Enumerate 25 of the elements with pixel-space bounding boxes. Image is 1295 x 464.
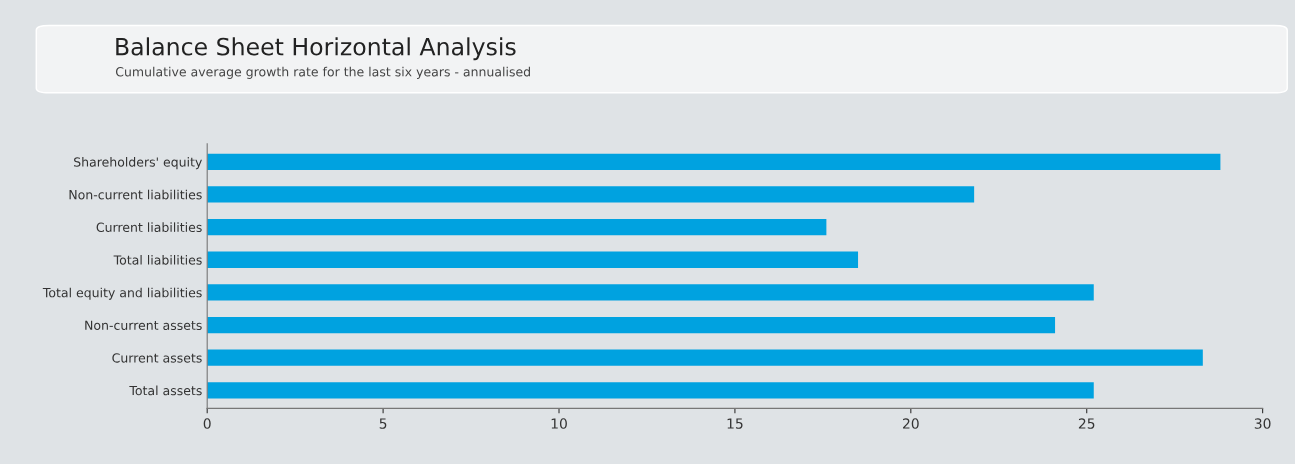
bar: [207, 382, 1094, 399]
y-tick-label: Current liabilities: [96, 222, 202, 233]
x-tick-label: 5: [379, 418, 387, 429]
y-tick-label: Shareholders' equity: [74, 157, 202, 170]
y-tick-label: Non-current assets: [85, 320, 202, 330]
bar: [207, 218, 827, 236]
bar: [207, 284, 1094, 301]
x-tick-label: 30: [1254, 418, 1271, 429]
chart-title: Balance Sheet Horizontal Analysis: [116, 37, 516, 61]
y-tick-label: Total equity and liabilities: [42, 287, 202, 300]
bar: [207, 251, 859, 268]
x-tick-label: 15: [727, 418, 743, 429]
bar: [207, 186, 975, 203]
bar: [207, 153, 1221, 170]
y-tick-label: Current assets: [112, 353, 202, 363]
x-tick-label: 10: [551, 418, 567, 429]
chart-subtitle: Cumulative average growth rate for the last six years - annualised: [115, 66, 530, 79]
y-tick-label: Total assets: [129, 385, 202, 396]
y-tick-label: Total liabilities: [113, 255, 202, 265]
y-tick-label: Non-current liabilities: [69, 189, 202, 200]
x-tick-label: 20: [903, 418, 919, 429]
bar: [207, 316, 1056, 334]
x-tick-label: 0: [203, 418, 211, 429]
x-tick-label: 25: [1078, 418, 1095, 429]
bar: [207, 349, 1203, 366]
